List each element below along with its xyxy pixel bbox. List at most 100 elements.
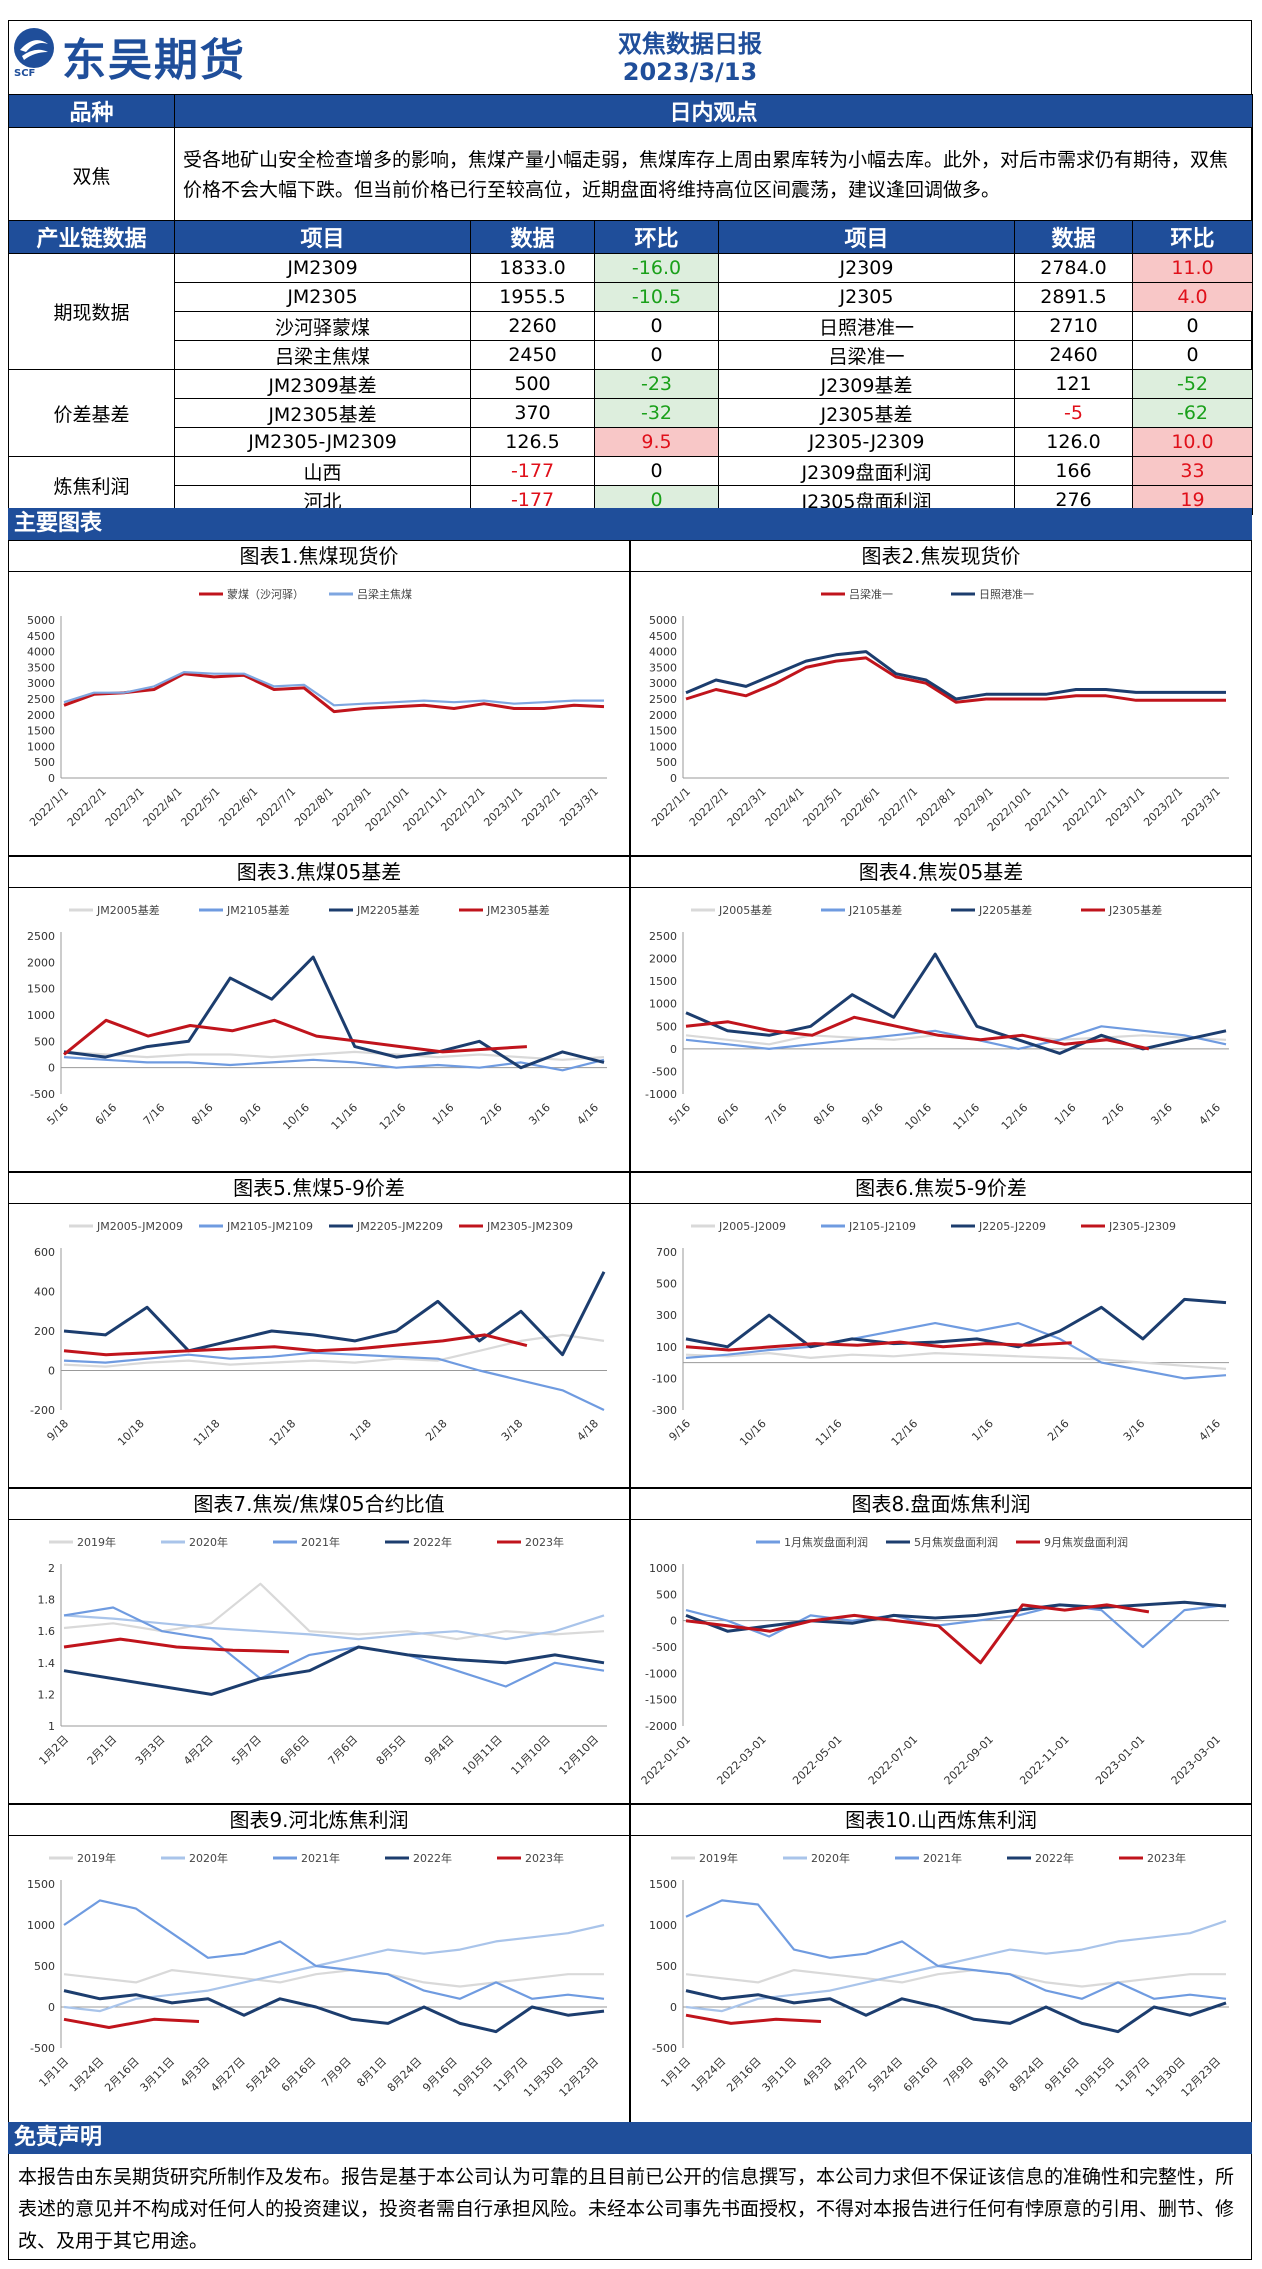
series-line [685,1899,1227,2000]
series-line [63,1614,605,1641]
x-tick-label: 2022-05-01 [790,1733,844,1787]
x-tick-label: 2023/3/1 [1179,785,1223,829]
x-tick-label: 1/16 [1052,1101,1079,1128]
y-tick-label: 1.6 [38,1625,56,1638]
chart-svg: JM2005基差 JM2105基差 JM2205基差 JM2305基差 -500 0 500… [27,903,607,1133]
series-line [685,650,1226,701]
table-cell: 126.0 [1014,427,1133,457]
table-cell: -5 [1014,398,1133,428]
x-tick-label: 12月10日 [557,1733,602,1778]
report-date: 2023/3/13 [622,58,758,86]
legend-label: 2021年 [301,1851,340,1865]
y-tick-label: 400 [34,1286,55,1299]
chart-1: 图表1.焦煤现货价 蒙煤（沙河驿） 吕梁主焦煤 0 500 1000 1500 2000 250… [8,540,630,856]
table-cell: J2305基差 [718,398,1015,428]
chart-5: 图表5.焦煤5-9价差 JM2005-JM2009 JM2105-JM2109 JM2… [8,1172,630,1488]
series-line [63,672,605,714]
chart-title: 图表10.山西炼焦利润 [631,1805,1251,1836]
x-tick-label: 7月9日 [319,2055,354,2090]
y-tick-label: 2000 [27,956,55,969]
y-tick-label: -1000 [645,1667,677,1680]
chart-svg: 2019年 2020年 2021年 2022年 2023年 1 1.2 1.4 1.6 1.8 2 1… [36,1535,607,1778]
legend-label: JM2305-JM2309 [486,1220,573,1233]
legend-label: 2022年 [413,1851,452,1865]
y-tick-label: 500 [34,756,55,769]
x-tick-label: 2/16 [478,1101,505,1128]
x-tick-label: 7/16 [141,1101,168,1128]
series-line [685,1969,1226,1988]
table-cell: 2891.5 [1014,282,1133,312]
x-tick-label: 9/16 [666,1417,693,1444]
legend-label: 2021年 [301,1535,340,1549]
disclaimer-text: 本报告由东吴期货研究所制作及发布。报告是基于本公司认为可靠的且目前已公开的信息撰… [18,2166,1235,2252]
y-tick-label: 0 [670,772,677,785]
disclaimer-title: 免责声明 [8,2122,1252,2154]
series-line [685,1603,1227,1649]
x-tick-label: 9/16 [237,1101,264,1128]
header-cell-6: 环比 [1132,220,1253,254]
chart-title: 图表8.盘面炼焦利润 [631,1489,1251,1520]
series-line [63,1969,604,1988]
table-cell: 2710 [1014,311,1133,341]
header-cell-0: 产业链数据 [8,220,175,254]
x-tick-label: 12/18 [267,1417,299,1449]
x-tick-label: 4/16 [1196,1417,1223,1444]
y-tick-label: 0 [48,772,55,785]
table-cell: 126.5 [470,427,595,457]
table-cell: J2309 [718,253,1015,283]
table-cell: 2784.0 [1014,253,1133,283]
series-line [63,1018,527,1056]
y-tick-label: 3000 [649,677,677,690]
series-line [685,1603,1150,1665]
x-tick-label: 2022/6/1 [216,785,260,829]
chart-svg: 2019年 2020年 2021年 2022年 2023年 -500 0 500 1000 150… [649,1851,1229,2099]
legend-label: 9月焦炭盘面利润 [1044,1535,1128,1549]
x-tick-label: 3月11日 [760,2055,800,2095]
chart-4: 图表4.焦炭05基差 J2005基差 J2105基差 J2205基差 J2305基差 -1… [630,856,1252,1172]
x-tick-label: 2023-01-01 [1093,1733,1147,1787]
x-tick-label: 1/16 [969,1417,996,1444]
table-cell: -10.5 [594,282,719,312]
chart-9: 图表9.河北炼焦利润 2019年 2020年 2021年 2022年 2023年 -500 0… [8,1804,630,2126]
group-label: 价差基差 [8,369,175,457]
x-tick-label: 3月3日 [133,1733,168,1768]
y-tick-label: -500 [652,1065,677,1078]
table-cell: J2305-J2309 [718,427,1015,457]
table-cell: -52 [1132,369,1253,399]
legend-label: 2019年 [77,1851,116,1865]
x-tick-label: 5/16 [666,1101,693,1128]
y-tick-label: -1000 [645,1088,677,1101]
chart-10: 图表10.山西炼焦利润 2019年 2020年 2021年 2022年 2023年 -500… [630,1804,1252,2126]
company-logo-icon [14,28,54,68]
table-row: JM2305-JM2309 126.5 9.5 J2305-J2309 126.0 10.… [9,427,1253,457]
header-cell-4: 项目 [718,220,1015,254]
y-tick-label: 1000 [27,740,55,753]
report-title: 双焦数据日报 [618,30,762,58]
y-tick-label: -2000 [645,1720,677,1733]
variety-cell: 双焦 [8,127,175,223]
y-tick-label: 1000 [27,1009,55,1022]
x-tick-label: 11月10日 [508,1733,553,1778]
x-tick-label: 2023/3/1 [557,785,601,829]
chart-title: 图表3.焦煤05基差 [9,857,629,888]
company-name: 东吴期货 [62,35,246,86]
legend-label: JM2105基差 [226,903,290,917]
legend-label: J2305基差 [1108,903,1162,917]
series-line [63,1050,605,1061]
legend-label: JM2105-JM2109 [226,1220,313,1233]
group-label: 期现数据 [8,253,175,370]
y-tick-label: 2000 [649,953,677,966]
x-tick-label: 3/16 [1148,1101,1175,1128]
x-tick-label: 2/16 [1100,1101,1127,1128]
y-tick-label: 500 [34,1960,55,1973]
table-row: 吕梁主焦煤 2450 0 吕梁准一 2460 0 [9,340,1253,370]
x-tick-label: 10/16 [737,1417,769,1449]
x-tick-label: 10/18 [115,1417,147,1449]
y-tick-label: 1500 [649,725,677,738]
table-cell: J2305 [718,282,1015,312]
x-tick-label: 9月4日 [422,1733,457,1768]
chart-6: 图表6.焦炭5-9价差 J2005-J2009 J2105-J2109 J2205-J… [630,1172,1252,1488]
x-tick-label: 6月16日 [279,2055,319,2095]
table-cell: -23 [594,369,719,399]
y-tick-label: 500 [656,1588,677,1601]
